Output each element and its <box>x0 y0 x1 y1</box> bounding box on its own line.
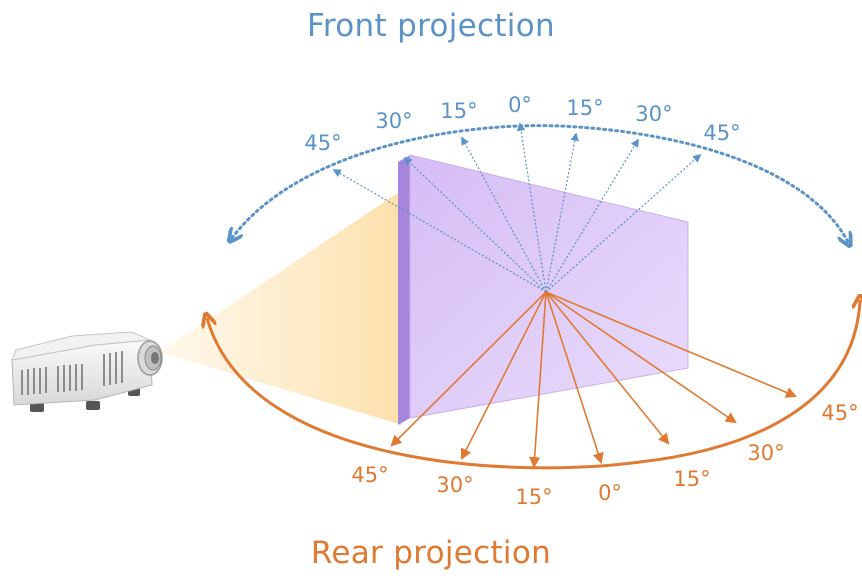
front-ray <box>516 122 547 293</box>
rear-angle-label: 0° <box>598 481 622 505</box>
front-angle-labels: 45° 30° 15° 0° 15° 30° 45° <box>304 93 740 155</box>
front-rays <box>332 122 702 293</box>
rear-angle-label: 15° <box>673 467 710 491</box>
rear-ray <box>529 291 547 469</box>
rear-angle-label: 45° <box>351 463 388 487</box>
rear-angle-label: 45° <box>821 401 858 425</box>
front-angle-label: 15° <box>566 96 603 120</box>
front-ray <box>461 136 547 293</box>
front-projection-title: Front projection <box>307 8 555 44</box>
rear-projection-title: Rear projection <box>310 535 552 571</box>
rear-ray <box>545 291 737 424</box>
rear-angle-label: 30° <box>436 473 473 497</box>
front-ray <box>545 138 639 293</box>
front-angle-arc <box>232 124 848 242</box>
rear-ray <box>545 291 798 398</box>
rear-ray <box>545 291 670 445</box>
front-angle-label: 0° <box>508 93 532 117</box>
rear-angle-label: 15° <box>515 485 552 509</box>
projection-screen <box>398 154 689 425</box>
rear-angle-arc <box>207 300 860 470</box>
rear-ray <box>460 291 547 460</box>
rear-ray <box>545 291 604 465</box>
rear-angle-label: 30° <box>747 441 784 465</box>
front-ray <box>545 132 579 293</box>
front-ray <box>332 169 547 293</box>
front-angle-label: 45° <box>703 121 740 145</box>
front-angle-label: 45° <box>304 131 341 155</box>
front-ray <box>403 156 547 293</box>
rear-rays <box>390 291 798 469</box>
projector-icon <box>11 331 163 412</box>
projection-beam <box>160 190 402 425</box>
front-angle-label: 30° <box>375 109 412 133</box>
rear-ray <box>390 291 547 447</box>
rear-angle-labels: 45° 30° 15° 0° 15° 30° 45° <box>351 401 858 509</box>
front-angle-label: 15° <box>440 99 477 123</box>
front-angle-label: 30° <box>635 102 672 126</box>
